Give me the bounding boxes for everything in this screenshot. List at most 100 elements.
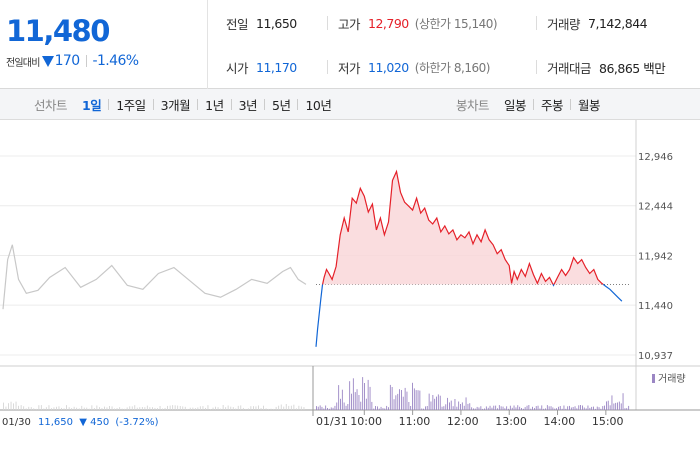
- period-5y[interactable]: 5년: [272, 98, 291, 113]
- volume-bar: [495, 405, 497, 410]
- volume-bar: [628, 405, 630, 410]
- volume-bar: [377, 406, 378, 410]
- volume-bar: [104, 406, 105, 410]
- volume-bar: [550, 406, 552, 410]
- volume-bar: [617, 402, 618, 410]
- price-chart[interactable]: 12,946 12,444 11,942 11,440 10,937 10:00 11:0…: [0, 120, 700, 450]
- volume-bar: [8, 403, 9, 410]
- volume-bar: [343, 402, 345, 410]
- volume-bar: [288, 405, 290, 410]
- volume-bar: [589, 407, 591, 410]
- candle-monthly[interactable]: 월봉: [578, 98, 601, 113]
- volume-bar: [443, 406, 445, 410]
- volume-bar: [480, 406, 482, 410]
- volume-bar: [352, 378, 354, 410]
- divider: [570, 99, 572, 110]
- stat-open: 시가 11,170: [226, 57, 297, 77]
- volume-bar: [230, 406, 232, 410]
- volume-bar: [530, 408, 532, 410]
- volume-bar: [460, 404, 461, 410]
- divider: [327, 60, 328, 74]
- volume-bar: [618, 401, 620, 410]
- volume-bar: [467, 403, 469, 410]
- change-percent: -1.46%: [92, 53, 140, 69]
- volume-bar: [491, 407, 493, 410]
- volume-bar: [558, 406, 559, 410]
- stat-value: 11,650: [256, 15, 297, 31]
- x-tick-label: 13:00: [495, 415, 527, 428]
- volume-bar: [569, 405, 570, 410]
- x-tick-label: 10:00: [350, 415, 382, 428]
- volume-bar: [177, 405, 179, 410]
- period-1w[interactable]: 1주일: [116, 98, 146, 113]
- volume-bar: [93, 408, 95, 410]
- volume-bar: [129, 406, 131, 410]
- period-3m[interactable]: 3개월: [160, 98, 191, 113]
- candle-weekly[interactable]: 주봉: [541, 98, 564, 113]
- volume-bar: [81, 405, 83, 410]
- volume-bar: [245, 408, 247, 410]
- stat-limit: (하한가 8,160): [414, 60, 491, 75]
- volume-bar: [410, 406, 412, 410]
- down-triangle-icon: [41, 55, 54, 67]
- period-1d[interactable]: 1일: [82, 98, 102, 113]
- candle-daily[interactable]: 일봉: [504, 98, 527, 113]
- volume-bar: [263, 405, 264, 410]
- volume-bar: [593, 406, 594, 410]
- price-summary: 11,480 전일대비 170 -1.46%: [0, 0, 208, 89]
- volume-bar: [172, 405, 174, 410]
- stat-value: 12,790: [368, 15, 409, 31]
- volume-bar: [293, 404, 295, 410]
- volume-bar: [476, 406, 478, 410]
- above-prev-close-fill: [322, 171, 554, 285]
- up-price-line: [553, 256, 604, 285]
- divider: [264, 99, 266, 110]
- volume-bar: [515, 407, 517, 410]
- period-1y[interactable]: 1년: [205, 98, 224, 113]
- volume-bar: [164, 407, 166, 410]
- volume-bar: [463, 405, 465, 410]
- volume-bar: [626, 408, 628, 410]
- volume-bar: [157, 408, 158, 410]
- volume-bar: [58, 406, 60, 410]
- volume-bar: [534, 408, 535, 410]
- volume-bar: [10, 401, 12, 410]
- volume-bar: [15, 401, 17, 410]
- volume-bar: [615, 402, 617, 410]
- period-3y[interactable]: 3년: [238, 98, 258, 113]
- volume-bar: [53, 407, 55, 410]
- volume-bar: [487, 407, 489, 410]
- volume-bar: [356, 389, 358, 410]
- volume-bar: [250, 406, 252, 410]
- volume-bar: [454, 399, 456, 410]
- volume-bar: [270, 408, 272, 410]
- volume-bar: [393, 399, 395, 410]
- volume-bar: [316, 406, 317, 410]
- volume-bar: [38, 405, 40, 410]
- volume-bar: [447, 397, 448, 410]
- volume-bar: [519, 406, 521, 410]
- volume-bar: [225, 407, 227, 410]
- volume-bar: [76, 407, 78, 410]
- volume-bar: [428, 393, 430, 410]
- volume-bar: [268, 408, 269, 410]
- volume-bar: [327, 408, 328, 410]
- stat-label: 거래량: [547, 16, 581, 32]
- volume-bar: [430, 401, 432, 410]
- volume-bar: [513, 405, 515, 410]
- stat-label: 고가: [338, 16, 361, 32]
- volume-bar: [449, 402, 450, 410]
- volume-bar: [583, 407, 585, 410]
- volume-bar: [556, 408, 557, 410]
- volume-bar: [136, 407, 138, 410]
- volume-bar: [389, 384, 391, 410]
- stat-value: 11,170: [256, 59, 297, 75]
- volume-bar: [500, 406, 502, 410]
- period-10y[interactable]: 10년: [305, 98, 332, 113]
- stat-high: 고가 12,790 (상한가 15,140): [338, 13, 498, 33]
- volume-bar: [417, 390, 419, 410]
- volume-bar: [493, 405, 495, 410]
- volume-bar: [340, 398, 341, 410]
- volume-bar: [478, 407, 480, 410]
- line-chart-label: 선차트: [34, 98, 68, 113]
